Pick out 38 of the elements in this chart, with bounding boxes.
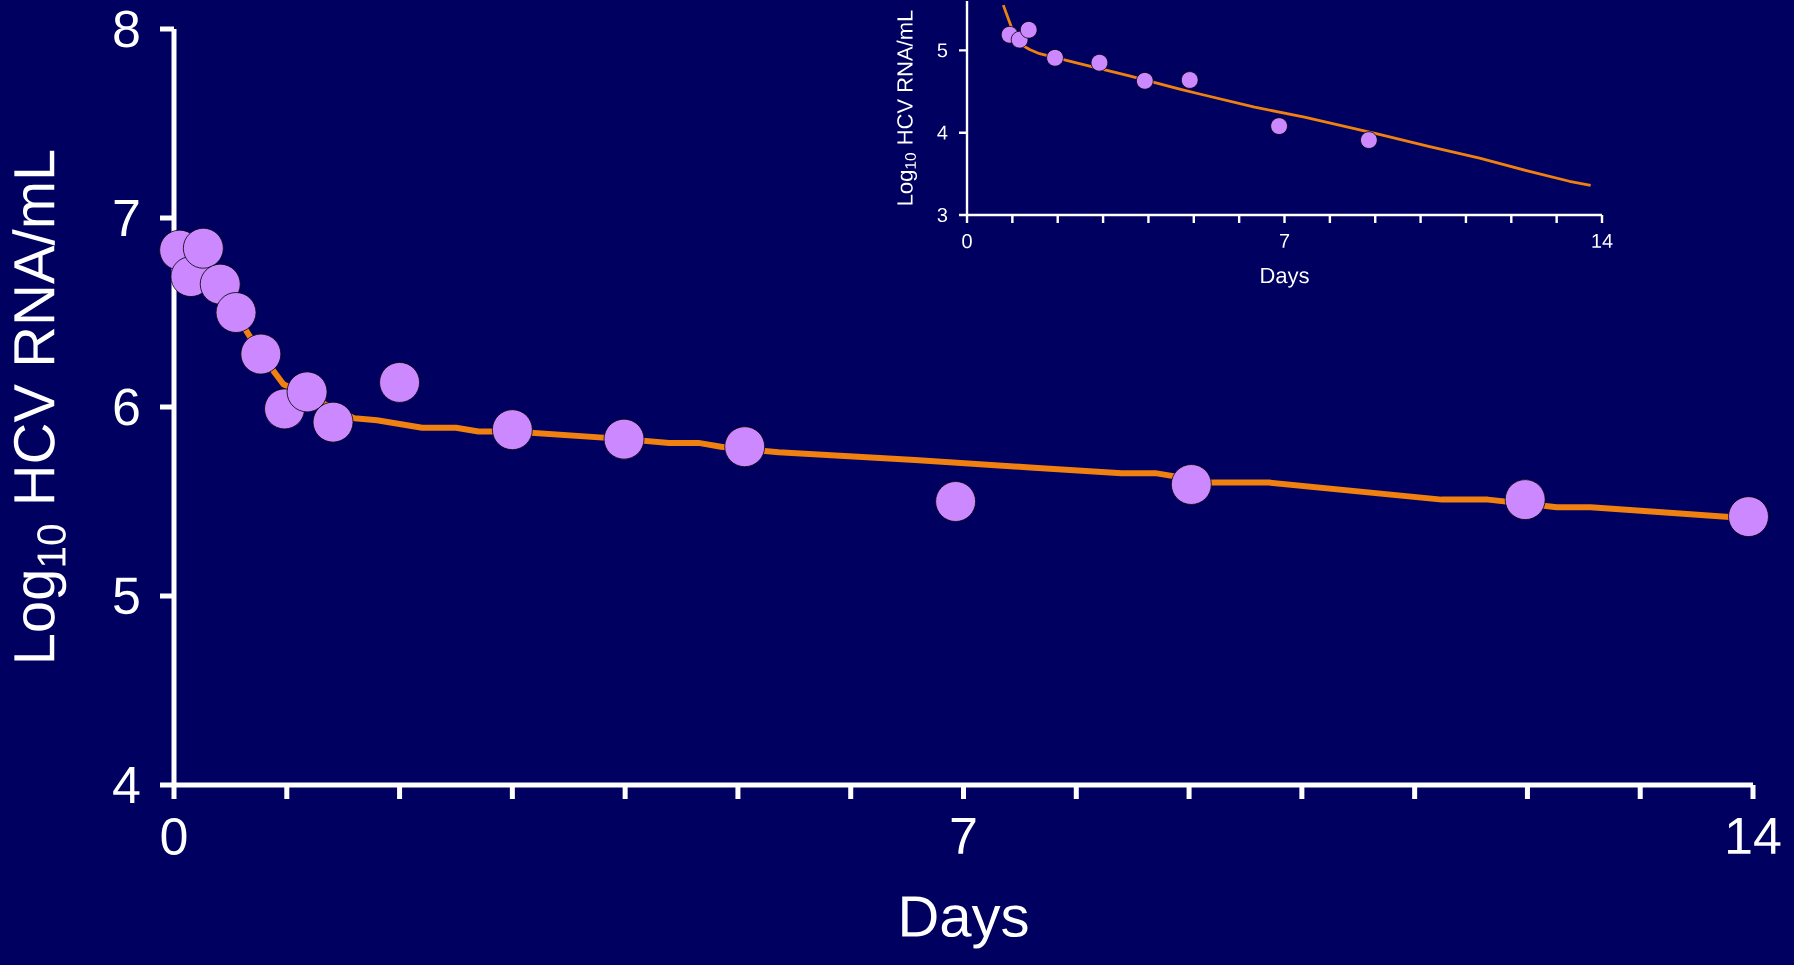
point [1270, 117, 1288, 135]
x-tick-label: 14 [1728, 818, 1781, 854]
point [1728, 496, 1769, 538]
point [286, 371, 328, 413]
y-tick-label: 4 [937, 125, 948, 140]
x-tick-label: 14 [1592, 234, 1613, 248]
y-tick-label: 6 [114, 388, 139, 426]
point [1019, 21, 1038, 39]
point [724, 426, 766, 468]
y-axis-title: Log$_{10}$ HCV RNA/mL [12, 150, 67, 661]
point [182, 227, 224, 269]
y-tick-label: 5 [937, 43, 948, 58]
point [1180, 71, 1199, 89]
x-axis-title: Days [902, 896, 1028, 949]
y-tick-label: 8 [114, 10, 139, 48]
point [379, 362, 420, 403]
point [491, 409, 533, 451]
point [312, 401, 354, 443]
point [1046, 48, 1064, 67]
y-tick-label: 5 [114, 577, 139, 615]
point [215, 292, 257, 333]
x-tick-label: 0 [161, 818, 187, 855]
y-axis-title: Log$_{10}$ HCV RNA/mL [896, 10, 918, 205]
x-axis-title: Days [1261, 267, 1309, 288]
point [1136, 72, 1154, 90]
point [240, 333, 282, 375]
y-tick-label: 4 [113, 767, 140, 803]
x-tick-label: 7 [1279, 234, 1290, 248]
point [1360, 131, 1378, 149]
y-tick-label: 3 [937, 207, 948, 223]
point [1090, 53, 1109, 72]
point [603, 418, 645, 460]
point [199, 263, 241, 305]
point [1170, 464, 1212, 505]
point [1504, 479, 1546, 521]
x-tick-label: 0 [962, 234, 972, 249]
line-series [1001, 3, 1593, 187]
point [935, 481, 977, 522]
